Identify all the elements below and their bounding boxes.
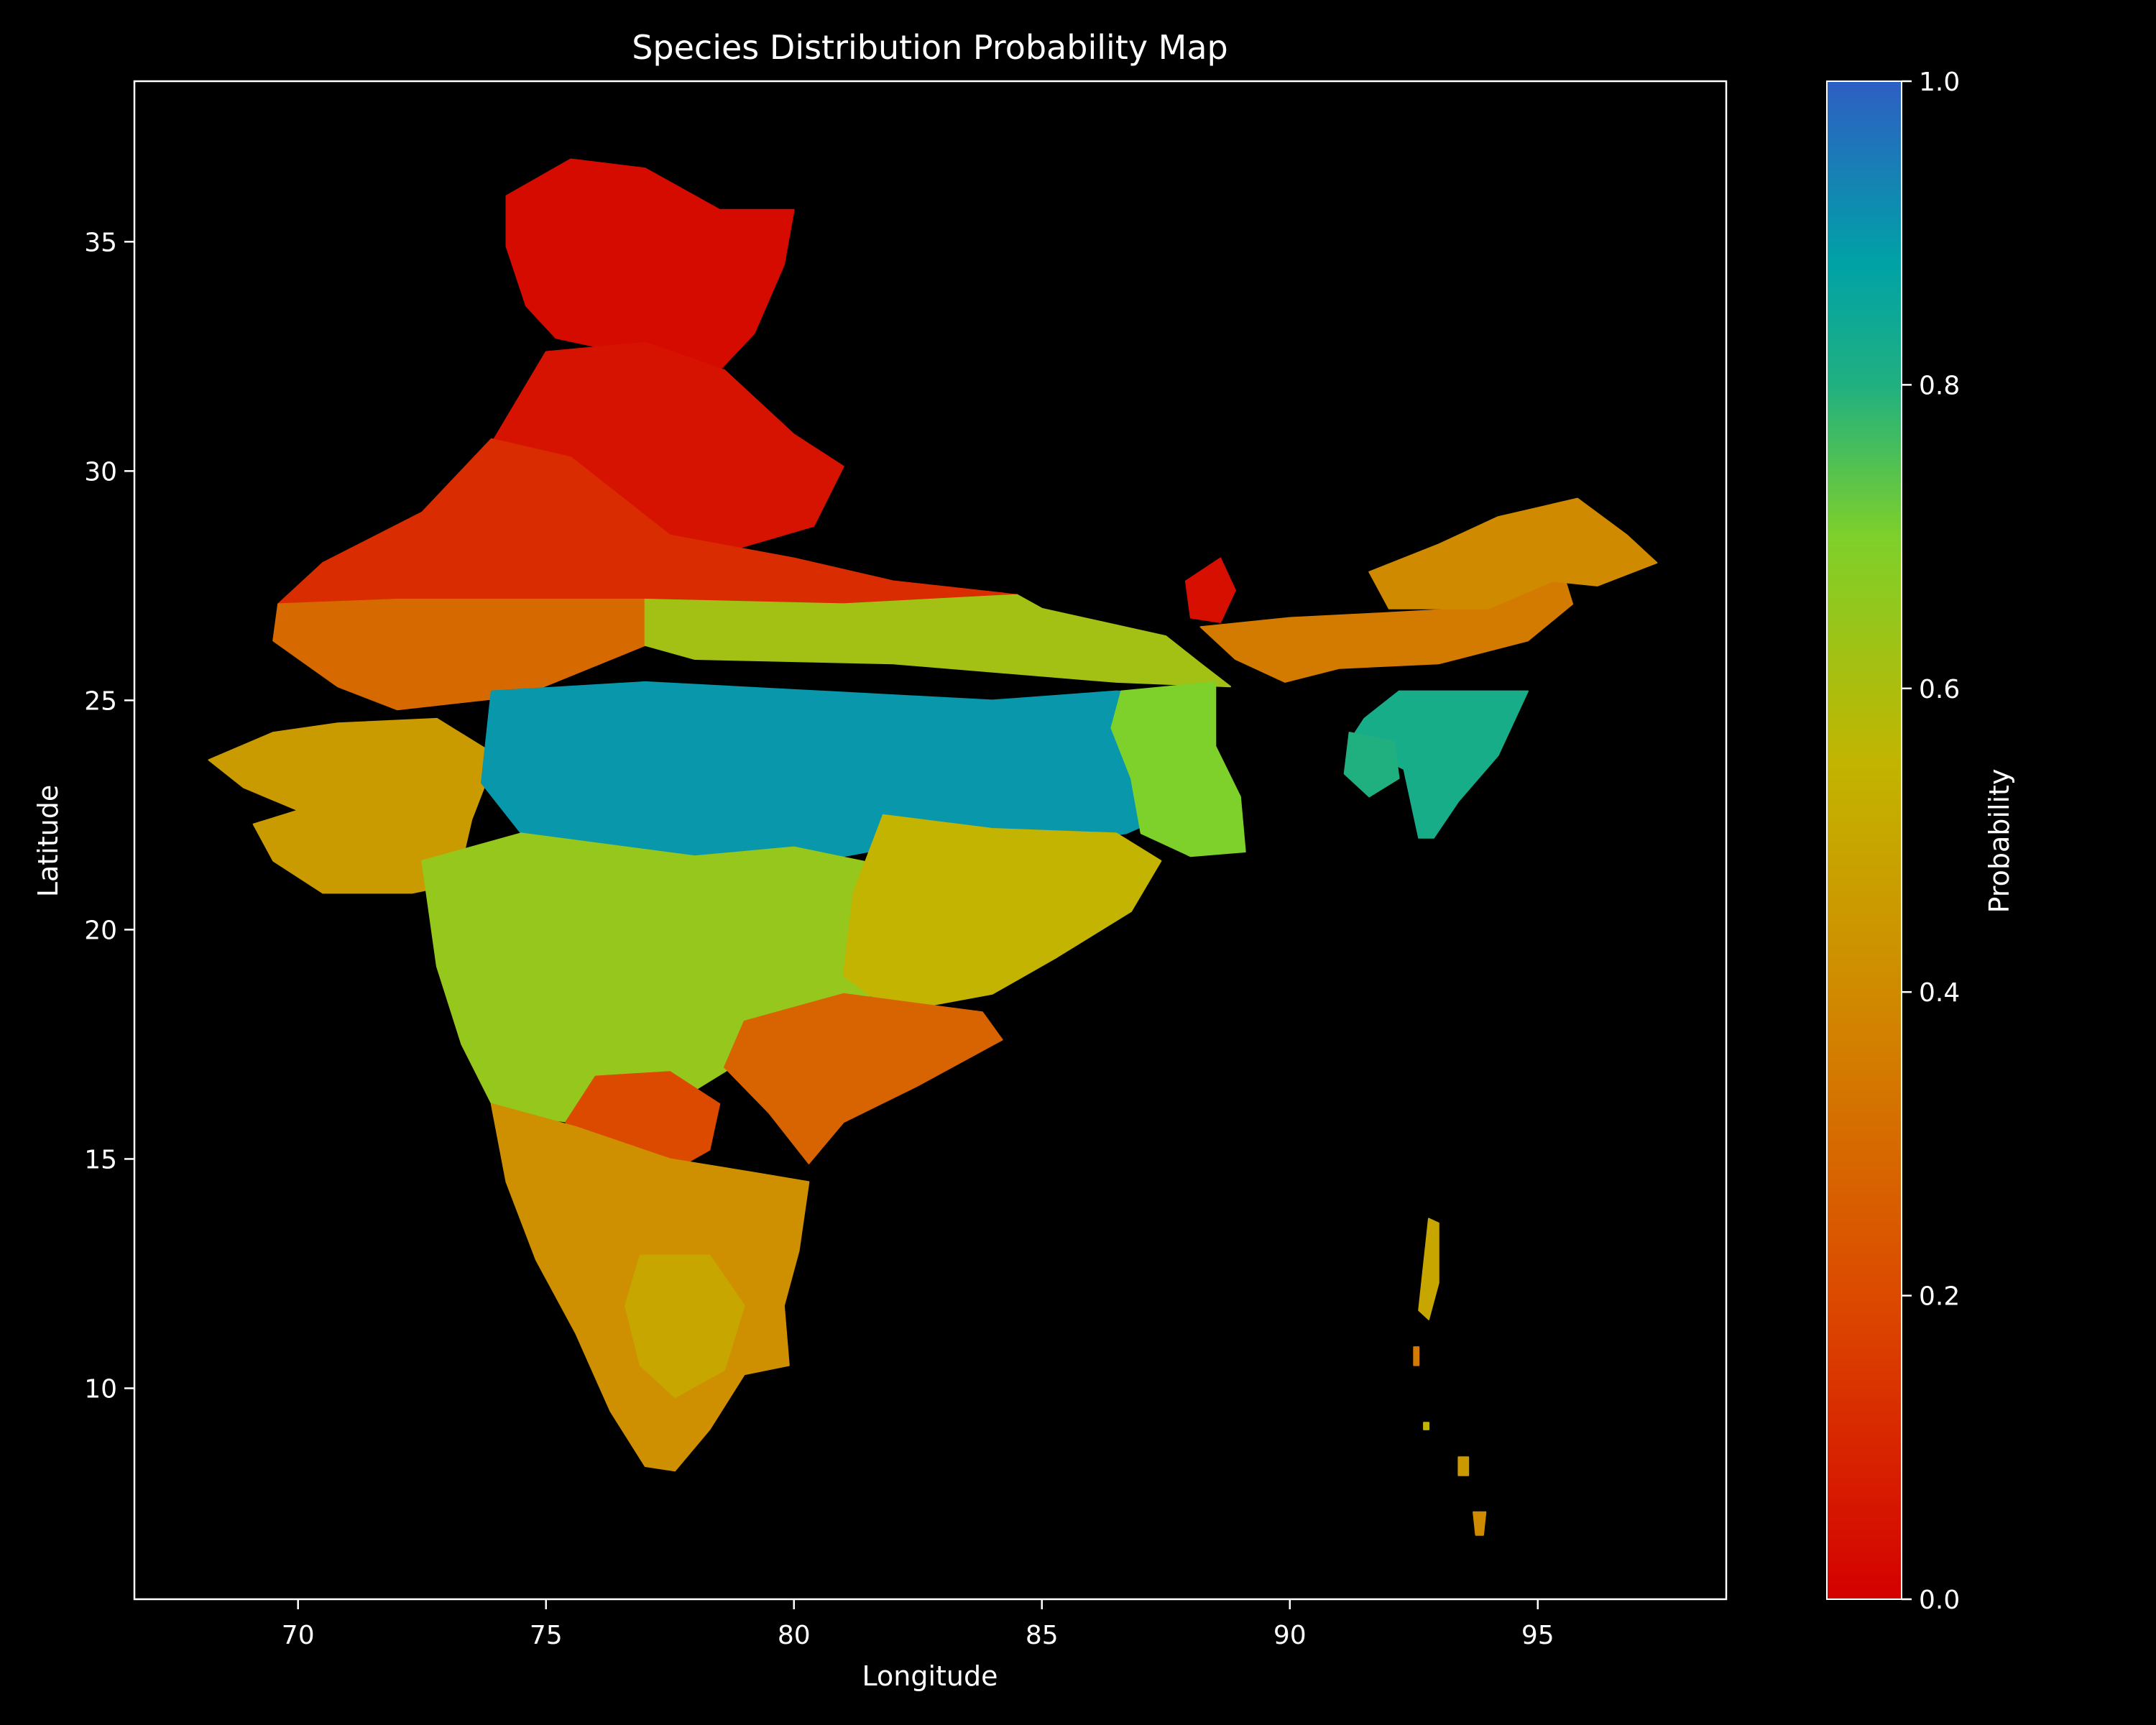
y-tick-label: 10 [84,1374,117,1404]
x-tick-label: 80 [778,1621,811,1650]
probability-raster [208,158,1658,1536]
region-tripura [1343,732,1400,798]
region-west-bengal [1110,681,1246,857]
region-odisha-chhattisgarh [842,814,1162,1013]
y-tick-label: 20 [84,916,117,945]
x-tick-label: 90 [1273,1621,1307,1650]
colorbar-label: Probability [1984,769,2015,914]
colorbar [1826,80,1902,1600]
colorbar-tick-label: 0.2 [1919,1282,1960,1312]
region-kashmir-ladakh [505,158,795,371]
y-tick-label: 35 [84,228,117,257]
colorbar-tick-label: 0.4 [1919,978,1960,1008]
region-arunachal [1368,497,1658,610]
region-sikkim [1184,557,1236,623]
region-assam-valley [1199,571,1574,683]
region-andaman-islands [1418,1218,1439,1320]
x-axis: 70 75 80 85 90 95 [282,1599,1554,1650]
plot-frame [133,80,1728,1601]
colorbar-tick-label: 0.8 [1919,371,1960,400]
x-tick-label: 70 [282,1621,315,1650]
y-tick-label: 15 [84,1145,117,1174]
colorbar-tick-label: 1.0 [1919,68,1960,97]
y-tick-label: 30 [84,457,117,487]
y-axis: 10 15 20 25 30 35 [84,228,134,1404]
region-nancowry-group [1457,1456,1470,1476]
x-tick-label: 95 [1521,1621,1554,1650]
region-car-nicobar [1423,1422,1429,1430]
x-tick-label: 75 [530,1621,563,1650]
y-tick-label: 25 [84,686,117,716]
region-great-nicobar [1473,1511,1487,1536]
x-tick-label: 85 [1026,1621,1059,1650]
colorbar-tick-label: 0.0 [1919,1586,1960,1615]
chart-title: Species Distribution Probability Map [632,28,1228,67]
region-gangetic-belt [644,594,1231,688]
y-axis-label: Latitude [32,785,64,897]
region-northeast-hills [1348,690,1529,839]
x-axis-label: Longitude [862,1660,998,1692]
colorbar-tick-label: 0.6 [1919,675,1960,704]
colorbar-axis: 0.0 0.2 0.4 0.6 0.8 1.0 [1902,68,1960,1615]
region-andhra-coast [724,993,1003,1164]
region-tamil-nadu-interior [625,1254,745,1399]
region-little-andaman [1413,1346,1420,1366]
